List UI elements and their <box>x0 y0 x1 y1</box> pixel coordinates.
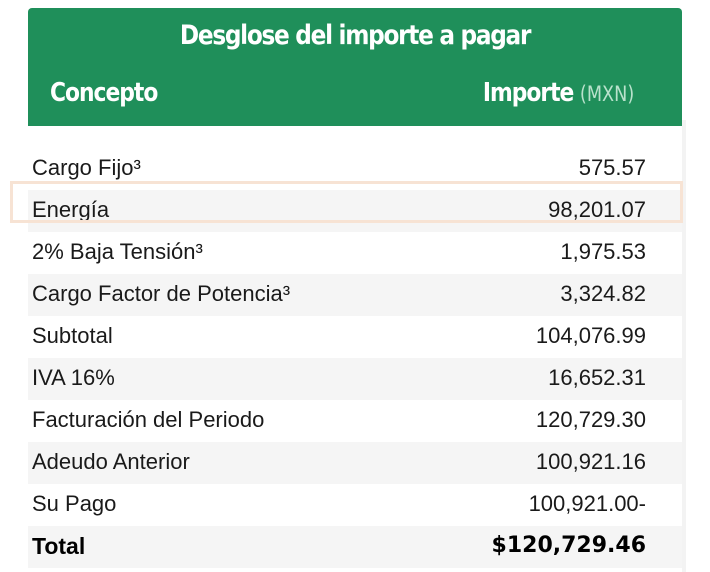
row-label: Su Pago <box>32 491 117 516</box>
table-header: Desglose del importe a pagar Concepto Im… <box>28 8 682 126</box>
row-facturacion-periodo: Facturación del Periodo 120,729.30 <box>28 400 682 442</box>
row-total: Total $120,729.46 <box>28 526 682 568</box>
row-baja-tension: 2% Baja Tensión³ 1,975.53 <box>28 232 682 274</box>
row-label: 2% Baja Tensión³ <box>32 239 203 264</box>
total-value: $120,729.46 <box>491 533 646 558</box>
card-edge-shadow <box>682 120 686 572</box>
total-label: Total <box>32 533 86 559</box>
row-label: Facturación del Periodo <box>32 407 265 432</box>
amount-breakdown-card: Desglose del importe a pagar Concepto Im… <box>28 8 682 572</box>
row-subtotal: Subtotal 104,076.99 <box>28 316 682 358</box>
row-value: 3,324.82 <box>560 281 646 306</box>
row-iva: IVA 16% 16,652.31 <box>28 358 682 400</box>
row-value: 120,729.30 <box>535 407 646 432</box>
breakdown-rows: Cargo Fijo³ 575.57 Energía 98,201.07 2% … <box>28 148 682 568</box>
row-value: 575.57 <box>578 155 646 180</box>
row-energia: Energía 98,201.07 <box>28 190 682 232</box>
column-header-amount: Importe (MXN) <box>483 78 634 108</box>
row-adeudo-anterior: Adeudo Anterior 100,921.16 <box>28 442 682 484</box>
row-label: Subtotal <box>32 323 113 348</box>
row-value: 98,201.07 <box>548 197 646 222</box>
table-title: Desglose del importe a pagar <box>179 20 532 51</box>
currency-unit: (MXN) <box>579 82 634 106</box>
row-su-pago: Su Pago 100,921.00- <box>28 484 682 526</box>
row-value: 1,975.53 <box>560 239 646 264</box>
row-factor-potencia: Cargo Factor de Potencia³ 3,324.82 <box>28 274 682 316</box>
column-header-amount-label: Importe <box>482 78 575 108</box>
row-label: Cargo Fijo³ <box>32 155 141 180</box>
row-label: Cargo Factor de Potencia³ <box>32 281 291 306</box>
column-header-concept: Concepto <box>50 78 158 108</box>
row-value: 100,921.00- <box>528 491 646 516</box>
row-value: 16,652.31 <box>548 365 646 390</box>
row-label: IVA 16% <box>32 365 115 390</box>
row-cargo-fijo: Cargo Fijo³ 575.57 <box>28 148 682 190</box>
row-value: 104,076.99 <box>535 323 646 348</box>
row-label: Energía <box>32 197 110 222</box>
row-value: 100,921.16 <box>535 449 646 474</box>
row-label: Adeudo Anterior <box>32 449 190 474</box>
